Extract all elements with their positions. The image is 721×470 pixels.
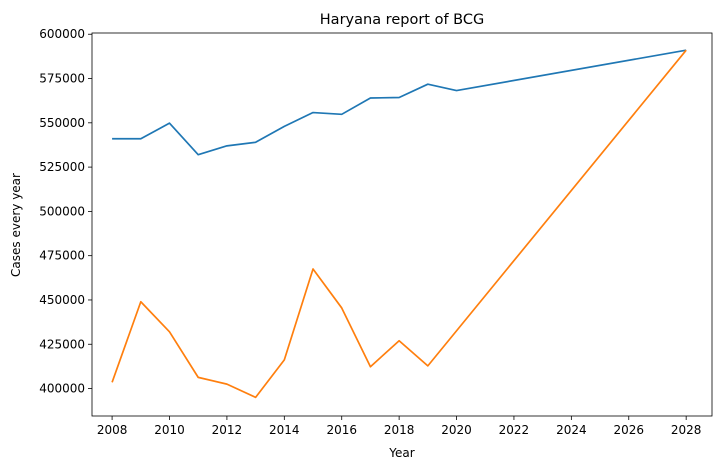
series-line-1 <box>112 49 687 156</box>
y-tick-label: 400000 <box>39 382 85 396</box>
x-tick-label: 2012 <box>212 423 243 437</box>
series-line-2 <box>111 49 687 399</box>
x-axis-ticks: 2008 2010 2012 2014 2016 2018 2020 2022 2024 2026… <box>97 416 702 437</box>
x-tick-label: 2020 <box>441 423 472 437</box>
y-tick-label: 525000 <box>39 160 85 174</box>
x-tick-label: 2008 <box>97 423 128 437</box>
x-tick-label: 2028 <box>671 423 702 437</box>
y-tick-label: 450000 <box>39 293 85 307</box>
y-axis-label: Cases every year <box>9 173 23 277</box>
y-tick-label: 475000 <box>39 249 85 263</box>
x-tick-label: 2018 <box>384 423 415 437</box>
x-tick-label: 2022 <box>499 423 530 437</box>
x-tick-label: 2014 <box>269 423 300 437</box>
y-tick-label: 500000 <box>39 204 85 218</box>
chart-title: Haryana report of BCG <box>320 12 484 28</box>
y-tick-label: 550000 <box>39 116 85 130</box>
y-tick-label: 600000 <box>39 27 85 41</box>
x-tick-label: 2026 <box>613 423 644 437</box>
series-lines <box>111 49 687 399</box>
plot-area: 2008 2010 2012 2014 2016 2018 2020 2022 2024 2026… <box>39 27 713 437</box>
axes-frame <box>91 32 713 417</box>
x-axis-label: Year <box>388 446 414 460</box>
y-axis-ticks: 400000 425000 450000 475000 500000 525000 5500… <box>39 27 92 396</box>
y-tick-label: 425000 <box>39 337 85 351</box>
x-tick-label: 2010 <box>154 423 185 437</box>
x-tick-label: 2024 <box>556 423 587 437</box>
y-tick-label: 575000 <box>39 72 85 86</box>
x-tick-label: 2016 <box>326 423 357 437</box>
